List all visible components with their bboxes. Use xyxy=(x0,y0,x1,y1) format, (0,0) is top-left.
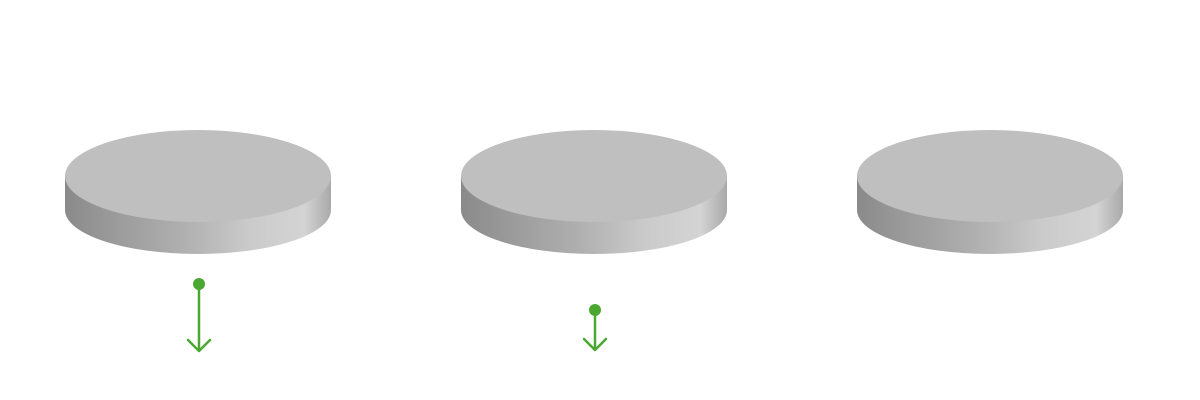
disc-1-top xyxy=(65,130,331,222)
disc-2-top xyxy=(461,130,727,222)
force-arrow-1-head xyxy=(186,338,212,353)
disc-3-top xyxy=(857,130,1123,222)
force-arrow-1 xyxy=(186,278,212,353)
disc-3 xyxy=(857,130,1123,254)
force-arrow-2 xyxy=(582,304,608,352)
disc-2 xyxy=(461,130,727,254)
force-arrow-2-head xyxy=(582,337,608,352)
disc-1 xyxy=(65,130,331,254)
